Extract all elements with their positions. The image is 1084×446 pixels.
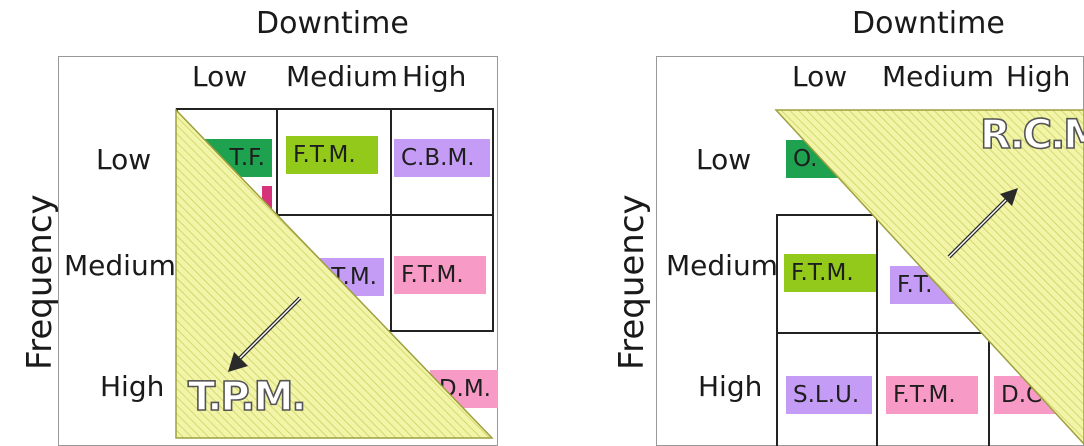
obscured-tag-fragment bbox=[262, 186, 272, 210]
grid-cell bbox=[390, 214, 494, 332]
left-matrix-panel: Downtime Frequency Low Medium High Low M… bbox=[0, 0, 530, 446]
hatched-triangle bbox=[774, 109, 1084, 446]
col-header-low: Low bbox=[192, 60, 248, 93]
tag-high-medium: F.T.M. bbox=[886, 376, 978, 414]
col-header-low: Low bbox=[792, 60, 848, 93]
row-header-medium: Medium bbox=[64, 249, 176, 282]
tag-low-medium: F.T.M. bbox=[286, 136, 378, 174]
hatched-triangle bbox=[175, 108, 494, 439]
tag-high-low: S.L.U. bbox=[786, 376, 872, 414]
row-header-low: Low bbox=[96, 143, 152, 176]
tpm-label: T.P.M. bbox=[187, 373, 307, 421]
downtime-title: Downtime bbox=[852, 6, 1005, 41]
row-header-low: Low bbox=[696, 143, 752, 176]
downtime-title: Downtime bbox=[256, 6, 409, 41]
col-header-medium: Medium bbox=[286, 60, 398, 93]
tpm-triangle-overlay bbox=[175, 108, 494, 439]
tag-medium-high: F.T.M. bbox=[394, 256, 486, 294]
tag-medium-low: F.T.M. bbox=[784, 254, 876, 292]
rcm-triangle-overlay bbox=[774, 109, 1084, 446]
row-header-high: High bbox=[100, 370, 165, 403]
row-header-high: High bbox=[698, 370, 763, 403]
rcm-label: R.C.M. bbox=[979, 111, 1084, 159]
right-matrix-panel: Downtime Frequency Low Medium High Low M… bbox=[560, 0, 1084, 446]
col-header-high: High bbox=[402, 60, 467, 93]
tag-high-high: D.M. bbox=[430, 370, 498, 408]
col-header-medium: Medium bbox=[882, 60, 994, 93]
tag-low-high: C.B.M. bbox=[394, 139, 490, 177]
col-header-high: High bbox=[1006, 60, 1071, 93]
row-header-medium: Medium bbox=[666, 249, 778, 282]
